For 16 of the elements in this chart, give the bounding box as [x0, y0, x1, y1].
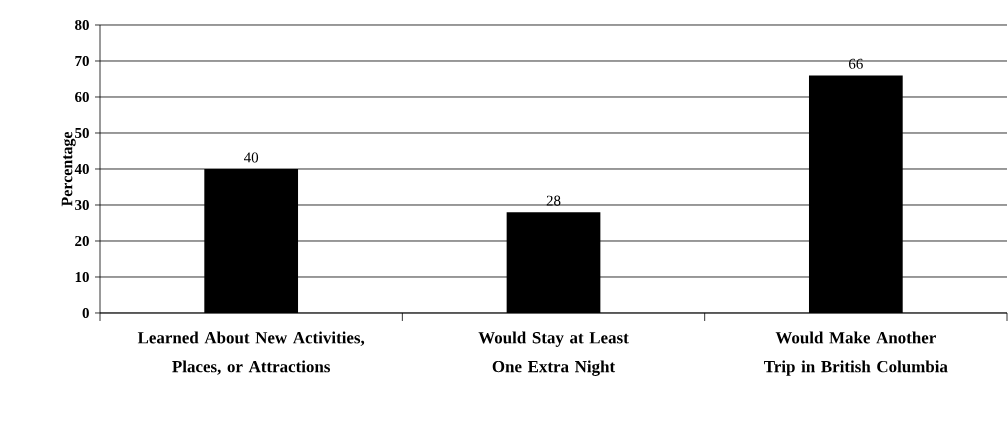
y-axis-title: Percentage [61, 131, 76, 207]
data-label: 28 [546, 195, 561, 206]
y-tick-label: 60 [75, 91, 89, 103]
y-tick-label: 50 [75, 127, 89, 139]
x-tick-label: Would Make Another Trip in British Columbia [764, 331, 948, 376]
y-tick-label: 30 [75, 199, 89, 211]
data-label: 66 [849, 58, 863, 69]
data-label: 40 [244, 152, 259, 163]
x-tick-label: Would Stay at Least One Extra Night [478, 331, 629, 376]
y-tick-label: 10 [75, 271, 89, 283]
y-tick-label: 0 [82, 307, 89, 319]
x-tick-label: Learned About New Activities, Places, or Attractions [137, 331, 365, 375]
y-tick-label: 40 [74, 163, 89, 175]
y-tick-label: 70 [75, 55, 89, 67]
y-tick-label: 80 [75, 19, 89, 31]
y-tick-label: 20 [75, 235, 89, 247]
